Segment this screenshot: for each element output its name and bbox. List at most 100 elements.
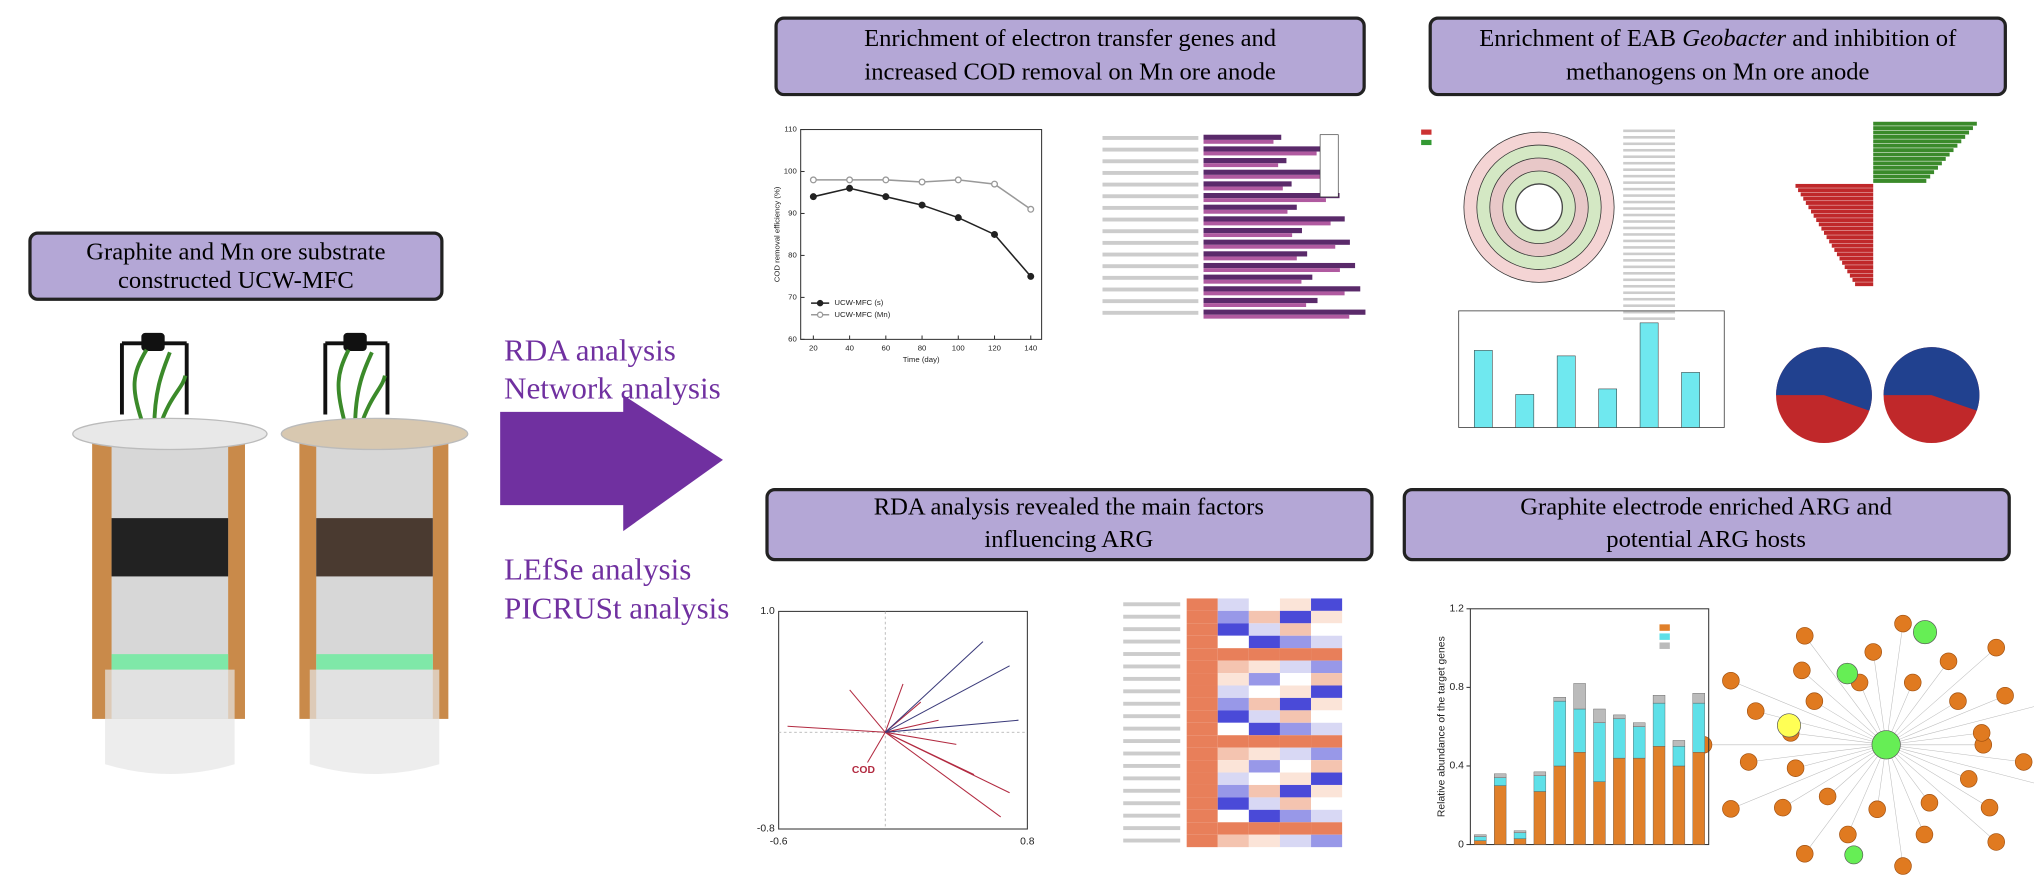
figure-detail (1886, 744, 2034, 784)
figure-detail (1186, 784, 1218, 798)
bar-segment (1613, 714, 1626, 720)
biplot-vector (885, 719, 939, 733)
bar-segment (1573, 708, 1586, 753)
figure-detail (1311, 809, 1343, 823)
plot-frame (800, 129, 1043, 340)
decorative-figures (1102, 121, 2034, 875)
figure-detail (1885, 661, 1949, 745)
figure-detail (1311, 635, 1343, 649)
tick-label: 1.2 (1449, 604, 1464, 615)
figure-detail (1248, 660, 1280, 674)
figure-detail (1873, 161, 1942, 166)
bar-segment (1573, 683, 1586, 710)
data-point (954, 214, 962, 222)
figure-detail (1248, 797, 1280, 810)
figure-detail (1248, 760, 1280, 773)
figure-detail (1831, 243, 1874, 248)
bar-segment (1474, 840, 1487, 845)
figure-detail (1248, 673, 1280, 686)
figure-detail (1279, 673, 1312, 686)
bar-segment (1533, 775, 1547, 792)
figure-detail (1623, 155, 1676, 159)
figure-detail (1805, 201, 1874, 205)
figure-detail (1279, 760, 1312, 773)
figure-detail (1681, 372, 1700, 428)
figure-detail (1123, 776, 1181, 781)
figure-detail (1203, 181, 1292, 187)
figure-detail (1248, 648, 1280, 661)
tick-label: 40 (845, 343, 854, 352)
tick-label: 60 (788, 334, 797, 343)
figure-detail (1871, 730, 1901, 760)
data-point (1027, 272, 1035, 280)
figure-detail (1623, 297, 1676, 301)
figure-detail (1279, 722, 1312, 736)
figure-detail (1623, 226, 1676, 230)
figure-detail (1102, 217, 1199, 222)
figure-detail (1873, 174, 1931, 179)
figure-detail (1217, 822, 1249, 835)
figure-detail (1311, 760, 1343, 773)
figure-detail (1795, 744, 1887, 769)
figure-detail (1123, 751, 1181, 756)
figure-detail (1804, 635, 1887, 745)
figure-detail (1217, 797, 1249, 810)
figure-detail (1203, 279, 1302, 284)
figure-detail (1873, 130, 1970, 135)
tick-label: 0.4 (1449, 761, 1464, 772)
figure-detail (1623, 252, 1676, 256)
figure-detail (1279, 735, 1312, 748)
arrow-label: Network analysis (504, 370, 721, 405)
data-point (882, 193, 890, 201)
tick-label: 0.8 (1020, 837, 1035, 848)
figure-detail (1311, 784, 1343, 798)
figure-detail (1186, 648, 1218, 661)
figure-detail (1123, 652, 1181, 656)
figure-detail (1730, 744, 1887, 810)
figure-detail (1217, 660, 1249, 674)
tick-label: 120 (988, 343, 1002, 352)
figure-detail (1248, 610, 1280, 624)
tick-label: 110 (784, 125, 797, 134)
figure-detail (1311, 747, 1343, 761)
tick-label: 90 (788, 209, 797, 218)
figure-detail (1722, 800, 1740, 818)
panel-title: constructed UCW-MFC (118, 267, 354, 294)
figure-detail (1186, 598, 1218, 611)
arrow-label: LEfSe analysis (504, 552, 691, 587)
bar-segment (1494, 777, 1507, 786)
figure-detail (1279, 797, 1312, 810)
figure-detail (1885, 744, 1925, 835)
figure-detail (1102, 194, 1199, 199)
figure-detail (1186, 809, 1218, 823)
bar-segment (1494, 785, 1507, 845)
figure-detail (1123, 763, 1181, 768)
figure-detail (1873, 134, 1966, 139)
biplot-vector (885, 731, 1010, 794)
figure-detail (1793, 661, 1811, 680)
figure-detail (1203, 286, 1361, 292)
figure-detail (1804, 744, 1887, 854)
plot-frame (778, 610, 1028, 830)
figure-detail (1102, 240, 1199, 245)
reactor (72, 332, 268, 774)
figure-detail (1623, 265, 1676, 269)
biplot-vector (885, 719, 1019, 733)
axis-label: Time (day) (903, 355, 940, 364)
figure-detail (1515, 183, 1563, 232)
figure-detail (1873, 139, 1962, 144)
axis-label: COD removal efficiency (%) (772, 186, 781, 282)
figure-detail (1311, 710, 1343, 723)
tick-label: 1.0 (760, 606, 775, 617)
figure-detail (1279, 710, 1312, 723)
figure-detail (1279, 623, 1312, 636)
figure-detail (1186, 735, 1218, 748)
tick-label: 0.8 (1449, 682, 1464, 693)
legend-swatch (816, 311, 824, 319)
figure-detail (1248, 772, 1280, 785)
figure-detail (1623, 310, 1676, 314)
figure-detail (1203, 174, 1322, 179)
figure-detail (1311, 673, 1343, 686)
figure-detail (1844, 845, 1864, 865)
figure-detail (1279, 747, 1312, 761)
